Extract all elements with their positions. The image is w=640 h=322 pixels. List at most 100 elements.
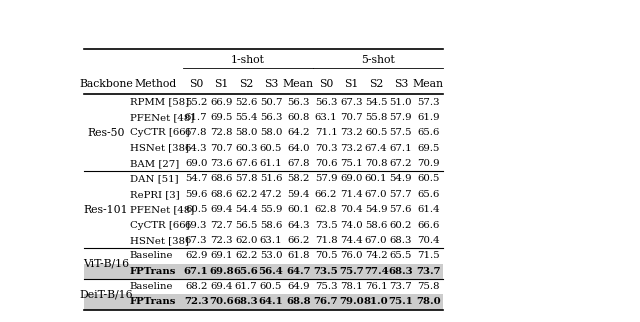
Text: 54.9: 54.9 bbox=[390, 175, 412, 184]
Text: 70.6: 70.6 bbox=[315, 159, 337, 168]
Text: 55.4: 55.4 bbox=[235, 113, 257, 122]
Text: 68.3: 68.3 bbox=[388, 267, 413, 276]
Text: 69.5: 69.5 bbox=[417, 144, 440, 153]
Text: 63.1: 63.1 bbox=[260, 236, 282, 245]
Text: 75.8: 75.8 bbox=[417, 282, 440, 291]
Text: 57.8: 57.8 bbox=[235, 175, 257, 184]
Text: 56.4: 56.4 bbox=[259, 267, 284, 276]
Text: 67.1: 67.1 bbox=[184, 267, 209, 276]
Text: S3: S3 bbox=[264, 79, 278, 89]
Text: 73.2: 73.2 bbox=[340, 128, 363, 137]
Text: 58.2: 58.2 bbox=[287, 175, 309, 184]
Text: PFENet [48]: PFENet [48] bbox=[130, 113, 194, 122]
Text: 57.9: 57.9 bbox=[315, 175, 337, 184]
Text: S0: S0 bbox=[319, 79, 333, 89]
Text: S3: S3 bbox=[394, 79, 408, 89]
Text: 71.8: 71.8 bbox=[315, 236, 337, 245]
Text: 54.4: 54.4 bbox=[235, 205, 257, 214]
Text: 64.3: 64.3 bbox=[287, 221, 310, 230]
Bar bbox=[84, 294, 443, 310]
Text: 50.7: 50.7 bbox=[260, 98, 282, 107]
Text: 67.3: 67.3 bbox=[185, 236, 207, 245]
Text: PFENet [48]: PFENet [48] bbox=[130, 205, 194, 214]
Text: 59.4: 59.4 bbox=[287, 190, 310, 199]
Text: BAM [27]: BAM [27] bbox=[130, 159, 179, 168]
Text: 68.3: 68.3 bbox=[234, 298, 259, 307]
Text: 81.0: 81.0 bbox=[364, 298, 388, 307]
Text: 75.3: 75.3 bbox=[315, 282, 337, 291]
Text: 52.6: 52.6 bbox=[235, 98, 257, 107]
Text: 53.0: 53.0 bbox=[260, 251, 282, 260]
Text: FPTrans: FPTrans bbox=[130, 267, 176, 276]
Text: 60.1: 60.1 bbox=[287, 205, 310, 214]
Text: 61.4: 61.4 bbox=[417, 205, 440, 214]
Text: 57.9: 57.9 bbox=[390, 113, 412, 122]
Text: S2: S2 bbox=[369, 79, 383, 89]
Text: 76.0: 76.0 bbox=[340, 251, 363, 260]
Text: 69.3: 69.3 bbox=[185, 221, 207, 230]
Text: 64.3: 64.3 bbox=[185, 144, 207, 153]
Text: 55.9: 55.9 bbox=[260, 205, 282, 214]
Text: 71.5: 71.5 bbox=[417, 251, 440, 260]
Text: RePRI [3]: RePRI [3] bbox=[130, 190, 180, 199]
Text: DAN [51]: DAN [51] bbox=[130, 175, 179, 184]
Text: 51.6: 51.6 bbox=[260, 175, 282, 184]
Text: 70.4: 70.4 bbox=[340, 205, 363, 214]
Text: 60.2: 60.2 bbox=[390, 221, 412, 230]
Text: 62.0: 62.0 bbox=[235, 236, 257, 245]
Text: 60.5: 60.5 bbox=[185, 205, 207, 214]
Text: 1-shot: 1-shot bbox=[231, 55, 265, 65]
Text: 57.7: 57.7 bbox=[390, 190, 412, 199]
Text: 70.4: 70.4 bbox=[417, 236, 440, 245]
Text: FPTrans: FPTrans bbox=[130, 298, 176, 307]
Text: 63.1: 63.1 bbox=[315, 113, 337, 122]
Text: 75.1: 75.1 bbox=[340, 159, 363, 168]
Text: 64.2: 64.2 bbox=[287, 128, 310, 137]
Text: 67.4: 67.4 bbox=[365, 144, 387, 153]
Text: Mean: Mean bbox=[283, 79, 314, 89]
Text: 73.5: 73.5 bbox=[314, 267, 339, 276]
Text: 62.2: 62.2 bbox=[235, 251, 257, 260]
Text: 68.2: 68.2 bbox=[185, 282, 207, 291]
Text: 57.3: 57.3 bbox=[417, 98, 440, 107]
Text: 68.8: 68.8 bbox=[286, 298, 310, 307]
Text: 74.2: 74.2 bbox=[365, 251, 387, 260]
Text: 47.2: 47.2 bbox=[260, 190, 282, 199]
Text: S2: S2 bbox=[239, 79, 253, 89]
Text: 70.5: 70.5 bbox=[315, 251, 337, 260]
Text: 69.8: 69.8 bbox=[209, 267, 234, 276]
Text: 57.6: 57.6 bbox=[390, 205, 412, 214]
Text: 72.3: 72.3 bbox=[210, 236, 233, 245]
Text: 77.4: 77.4 bbox=[364, 267, 388, 276]
Text: 72.7: 72.7 bbox=[210, 221, 233, 230]
Text: 79.0: 79.0 bbox=[339, 298, 364, 307]
Text: 73.2: 73.2 bbox=[340, 144, 363, 153]
Text: 69.1: 69.1 bbox=[210, 251, 232, 260]
Text: 62.2: 62.2 bbox=[235, 190, 257, 199]
Text: S0: S0 bbox=[189, 79, 204, 89]
Text: 65.6: 65.6 bbox=[417, 128, 440, 137]
Text: 67.2: 67.2 bbox=[390, 159, 412, 168]
Text: 70.7: 70.7 bbox=[210, 144, 233, 153]
Text: 64.9: 64.9 bbox=[287, 282, 310, 291]
Text: Res-101: Res-101 bbox=[83, 205, 128, 215]
Text: 71.1: 71.1 bbox=[315, 128, 337, 137]
Text: 64.0: 64.0 bbox=[287, 144, 310, 153]
Text: 67.3: 67.3 bbox=[340, 98, 363, 107]
Text: 64.1: 64.1 bbox=[259, 298, 284, 307]
Text: S1: S1 bbox=[214, 79, 228, 89]
Text: 66.6: 66.6 bbox=[417, 221, 440, 230]
Text: 60.1: 60.1 bbox=[365, 175, 387, 184]
Text: 58.6: 58.6 bbox=[260, 221, 282, 230]
Text: 60.5: 60.5 bbox=[417, 175, 440, 184]
Text: HSNet [38]: HSNet [38] bbox=[130, 236, 189, 245]
Text: 68.6: 68.6 bbox=[210, 190, 232, 199]
Text: 72.3: 72.3 bbox=[184, 298, 209, 307]
Text: 67.0: 67.0 bbox=[365, 236, 387, 245]
Text: 69.0: 69.0 bbox=[340, 175, 362, 184]
Text: 61.7: 61.7 bbox=[235, 282, 257, 291]
Text: 67.8: 67.8 bbox=[185, 128, 207, 137]
Text: 69.0: 69.0 bbox=[185, 159, 207, 168]
Text: 54.9: 54.9 bbox=[365, 205, 387, 214]
Text: 72.8: 72.8 bbox=[210, 128, 232, 137]
